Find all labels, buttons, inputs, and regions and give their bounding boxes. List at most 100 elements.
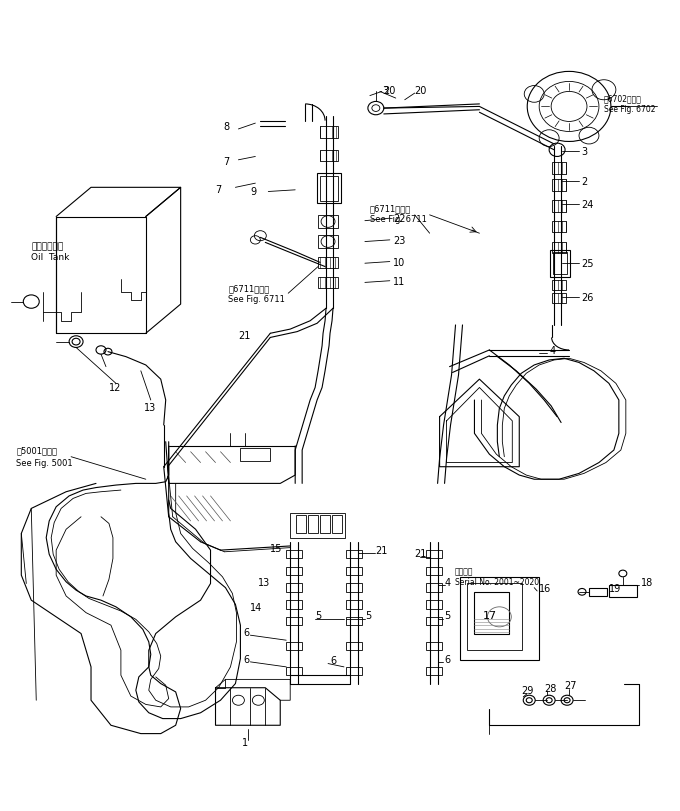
Text: 9: 9 [250,187,256,197]
Bar [346,642,362,650]
Text: See Fig. 6711: See Fig. 6711 [370,214,427,223]
Bar [296,516,306,534]
Bar [553,253,567,275]
Text: 6: 6 [243,627,250,637]
Text: 10: 10 [393,257,405,267]
Text: 2: 2 [581,178,588,187]
Text: 24: 24 [581,200,594,210]
Text: 14: 14 [250,602,262,612]
Bar [286,551,302,559]
Bar [317,174,341,204]
Bar [346,551,362,559]
Bar [318,277,338,289]
Text: 26: 26 [581,292,594,303]
Bar [346,617,362,625]
Text: 第5001図参照: 第5001図参照 [16,446,57,455]
Text: 1: 1 [242,737,248,747]
Bar [460,577,539,660]
Bar [308,516,318,534]
Text: 12: 12 [109,383,121,393]
Bar [320,516,330,534]
Text: 13: 13 [258,577,271,587]
Text: See Fig. 6702: See Fig. 6702 [604,105,656,114]
Text: 5: 5 [365,611,371,620]
Bar [426,667,441,676]
Text: 3: 3 [382,86,388,96]
Bar [467,584,522,650]
Text: 22: 22 [393,214,405,224]
Bar [318,257,338,269]
Text: 第6711図参照: 第6711図参照 [228,284,270,293]
Text: 18: 18 [641,577,653,587]
Bar [589,588,607,596]
Text: 25: 25 [581,259,594,269]
Text: Oil  Tank: Oil Tank [31,253,69,262]
Text: 16: 16 [539,583,551,593]
Text: 20: 20 [383,86,395,96]
Bar [332,516,342,534]
Text: 6: 6 [330,655,336,665]
Text: 21: 21 [239,331,251,341]
Text: オイルタンク: オイルタンク [31,242,63,251]
Bar [552,163,566,174]
Bar [609,586,636,597]
Bar [550,251,570,277]
Text: 7: 7 [224,157,230,167]
Text: 適用号機: 適用号機 [454,567,473,576]
Bar [286,667,302,676]
Text: 第6702図参照: 第6702図参照 [604,94,642,104]
Bar [320,177,338,201]
Text: 8: 8 [224,122,230,132]
Text: 19: 19 [609,583,621,593]
Bar [318,216,338,229]
Text: 3: 3 [581,148,587,157]
Bar [426,617,441,625]
Bar [286,642,302,650]
Bar [241,448,270,461]
Bar [286,567,302,576]
Bar [290,513,345,538]
Text: 5: 5 [315,611,322,620]
Text: 20: 20 [415,86,427,96]
Text: 15: 15 [270,544,283,554]
Text: 28: 28 [544,683,556,693]
Bar [426,642,441,650]
Text: 6: 6 [445,654,451,663]
Bar [320,151,338,162]
Text: 7: 7 [216,185,222,195]
Text: 5: 5 [445,611,451,620]
Bar [552,281,566,290]
Bar [286,584,302,592]
Bar [426,600,441,609]
Text: 17: 17 [482,611,496,620]
Bar [426,551,441,559]
Text: 23: 23 [393,235,405,246]
Text: 4: 4 [445,577,451,587]
Text: 4: 4 [549,345,556,355]
Bar [320,127,338,139]
Bar [318,235,338,249]
Bar [346,584,362,592]
Text: See Fig. 5001: See Fig. 5001 [16,458,73,467]
Text: 29: 29 [522,685,534,695]
Bar [552,294,566,304]
Text: See Fig. 6711: See Fig. 6711 [228,294,286,303]
Bar [475,592,509,633]
Bar [552,180,566,191]
Text: 21: 21 [415,549,427,559]
Bar [552,221,566,233]
Text: 13: 13 [143,402,156,412]
Bar [346,600,362,609]
Text: 第6711図参照: 第6711図参照 [370,204,411,213]
Bar [286,617,302,625]
Bar [552,200,566,212]
Text: Serial No. 2001~2020: Serial No. 2001~2020 [454,577,539,586]
Bar [346,567,362,576]
Bar [552,242,566,254]
Text: 6: 6 [243,654,250,663]
Text: 11: 11 [393,277,405,286]
Bar [346,667,362,676]
Bar [286,600,302,609]
Bar [426,567,441,576]
Text: 21: 21 [375,546,387,556]
